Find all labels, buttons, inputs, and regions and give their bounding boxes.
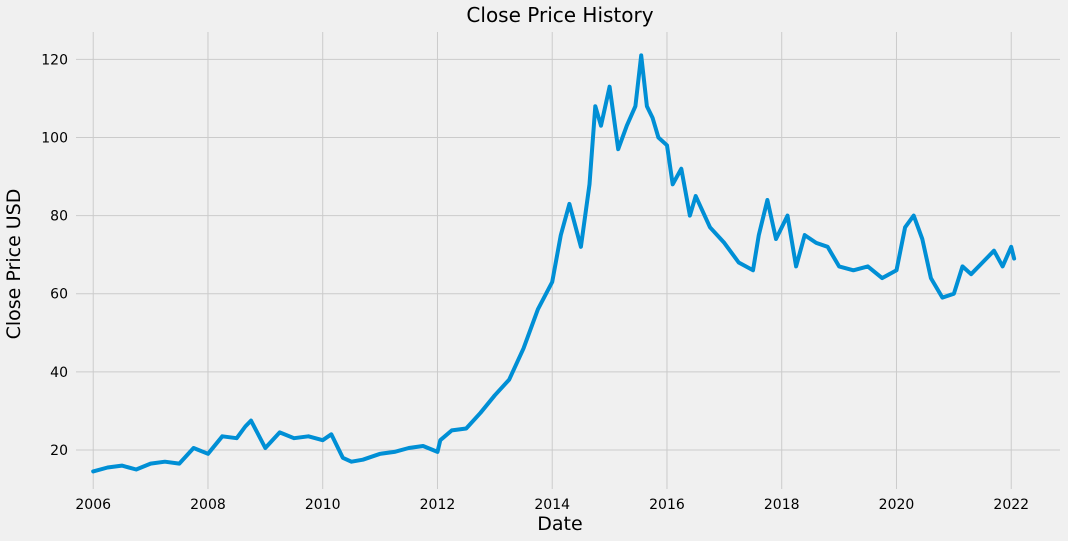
x-tick-label: 2016: [649, 497, 685, 513]
x-tick-label: 2010: [305, 497, 341, 513]
x-tick-label: 2006: [75, 497, 111, 513]
y-gridlines: [76, 58, 1060, 451]
x-tick-label: 2018: [764, 497, 800, 513]
y-tick-label: 20: [50, 443, 68, 459]
y-tick-label: 100: [41, 130, 68, 146]
x-tick-label: 2020: [879, 497, 915, 513]
y-tick-label: 80: [50, 209, 68, 225]
x-tick-label: 2022: [993, 497, 1029, 513]
plot-area: [76, 32, 1060, 489]
series-layer: [91, 53, 1017, 474]
x-tick-label: 2014: [534, 497, 570, 513]
chart-title: Close Price History: [466, 3, 653, 27]
x-tick-label: 2012: [420, 497, 456, 513]
y-tick-label: 40: [50, 365, 68, 381]
y-tick-label: 60: [50, 287, 68, 303]
y-tick-label: 120: [41, 52, 68, 68]
x-tick-labels: 2006 2008 2010 2012 2014 2016 2018 2020 2022: [75, 497, 1029, 513]
close-price-series-line: [91, 53, 1017, 474]
x-gridlines: [92, 32, 1012, 489]
x-tick-label: 2008: [190, 497, 226, 513]
y-axis-label: Close Price USD: [3, 189, 25, 340]
x-axis-label: Date: [537, 513, 582, 535]
y-tick-labels: 20 40 60 80 100 120: [41, 52, 68, 459]
